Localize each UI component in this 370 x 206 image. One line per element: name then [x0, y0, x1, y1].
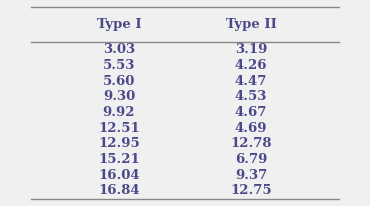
Text: 9.37: 9.37 [235, 169, 267, 181]
Text: 6.79: 6.79 [235, 153, 267, 166]
Text: 16.04: 16.04 [98, 169, 140, 181]
Text: 9.30: 9.30 [103, 90, 135, 103]
Text: 5.60: 5.60 [103, 75, 135, 88]
Text: 9.92: 9.92 [102, 106, 135, 119]
Text: 4.26: 4.26 [235, 59, 268, 72]
Text: 4.47: 4.47 [235, 75, 267, 88]
Text: 4.67: 4.67 [235, 106, 267, 119]
Text: 12.78: 12.78 [231, 137, 272, 150]
Text: Type II: Type II [226, 18, 276, 31]
Text: 12.75: 12.75 [230, 184, 272, 197]
Text: 3.03: 3.03 [103, 43, 135, 56]
Text: 12.95: 12.95 [98, 137, 140, 150]
Text: 16.84: 16.84 [98, 184, 140, 197]
Text: 3.19: 3.19 [235, 43, 267, 56]
Text: 5.53: 5.53 [103, 59, 135, 72]
Text: 4.53: 4.53 [235, 90, 267, 103]
Text: 12.51: 12.51 [98, 122, 140, 135]
Text: 4.69: 4.69 [235, 122, 268, 135]
Text: 15.21: 15.21 [98, 153, 140, 166]
Text: Type I: Type I [97, 18, 141, 31]
